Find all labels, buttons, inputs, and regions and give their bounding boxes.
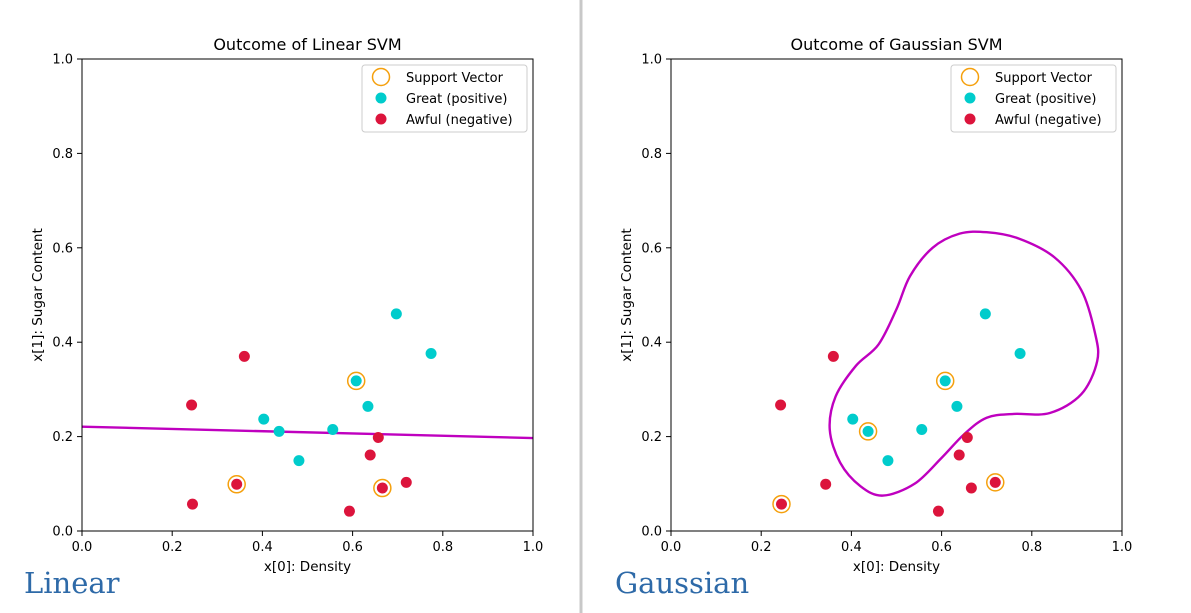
y-axis-label: x[1]: Sugar Content [30, 228, 46, 361]
positive-point [951, 400, 963, 412]
x-tick-label: 0.8 [1021, 540, 1042, 555]
y-tick-label: 0.2 [641, 430, 662, 445]
negative-point [343, 505, 355, 517]
negative-point [820, 478, 832, 490]
negative-point [965, 482, 977, 494]
legend-negative-marker [375, 113, 387, 125]
positive-point [362, 400, 374, 412]
negative-point [932, 505, 944, 517]
positive-point [1014, 348, 1026, 360]
negative-point [989, 476, 1001, 488]
positive-point [979, 308, 991, 320]
negative-point [775, 498, 787, 510]
legend: Support Vector Great (positive) Awful (neg… [361, 64, 528, 133]
positive-point [847, 413, 859, 425]
y-tick-label: 0.0 [641, 525, 662, 540]
support-vector-marker [986, 473, 1005, 492]
negative-point [775, 399, 787, 411]
y-tick-label: 1.0 [52, 53, 73, 68]
decision-boundary [828, 230, 1100, 497]
negative-point [238, 350, 250, 362]
x-tick-label: 1.0 [1112, 540, 1133, 555]
x-tick-label: 1.0 [523, 540, 544, 555]
positive-point [327, 424, 339, 436]
y-axis-label: x[1]: Sugar Content [619, 228, 635, 361]
legend-support-vector-marker [960, 67, 980, 87]
positive-point [425, 348, 437, 360]
legend-negative-label: Awful (negative) [406, 113, 513, 128]
legend: Support Vector Great (positive) Awful (neg… [950, 64, 1117, 133]
x-axis-label: x[0]: Density [264, 559, 351, 575]
y-tick-label: 0.6 [641, 241, 662, 256]
x-tick-label: 0.2 [162, 540, 183, 555]
gaussian-svm-panel: Outcome of Gaussian SVM 0.0 0.2 0.4 0.6 0.8 1.… [619, 35, 1132, 575]
linear-svm-panel: Outcome of Linear SVM 0.0 0.2 0.4 0.6 0.8 1.0 0… [30, 35, 543, 575]
y-tick-label: 0.8 [52, 147, 73, 162]
plot-frame [81, 58, 534, 532]
y-tick-label: 0.6 [52, 241, 73, 256]
legend-box [361, 64, 528, 133]
positive-point [916, 424, 928, 436]
negative-point [372, 432, 384, 444]
support-vector-marker [935, 371, 955, 391]
positive-point [258, 413, 270, 425]
legend-support-vector-label: Support Vector [406, 71, 504, 86]
negative-point [186, 498, 198, 510]
support-vector-marker [227, 475, 246, 494]
linear-caption: Linear [24, 566, 120, 600]
chart-title: Outcome of Linear SVM [213, 35, 401, 54]
x-tick-label: 0.4 [841, 540, 862, 555]
positive-point [293, 455, 305, 467]
y-tick-label: 0.4 [52, 336, 73, 351]
positive-point [862, 425, 874, 437]
positive-point [939, 375, 951, 387]
x-tick-label: 0.6 [931, 540, 952, 555]
negative-point [364, 449, 376, 461]
y-tick-label: 0.0 [52, 525, 73, 540]
x-tick-label: 0.0 [661, 540, 682, 555]
legend-negative-marker [964, 113, 976, 125]
positive-point [273, 425, 285, 437]
chart-title: Outcome of Gaussian SVM [790, 35, 1002, 54]
legend-support-vector-marker [371, 67, 391, 87]
y-tick-label: 0.4 [641, 336, 662, 351]
legend-box [950, 64, 1117, 133]
positive-point [882, 455, 894, 467]
negative-point [376, 482, 388, 494]
x-tick-label: 0.4 [252, 540, 273, 555]
x-tick-label: 0.2 [751, 540, 772, 555]
legend-positive-label: Great (positive) [406, 92, 507, 107]
x-tick-label: 0.6 [342, 540, 363, 555]
negative-point [231, 478, 243, 490]
decision-boundary [82, 425, 533, 440]
negative-point [953, 449, 965, 461]
support-vector-marker [373, 478, 392, 498]
support-vector-marker [772, 494, 791, 514]
x-tick-label: 0.0 [72, 540, 93, 555]
gaussian-caption: Gaussian [615, 566, 750, 600]
legend-negative-label: Awful (negative) [995, 113, 1102, 128]
negative-point [961, 432, 973, 444]
support-vector-marker [858, 422, 878, 441]
negative-point [186, 399, 198, 411]
y-tick-label: 0.2 [52, 430, 73, 445]
plot-frame [670, 58, 1123, 532]
negative-point [827, 350, 839, 362]
positive-point [350, 375, 362, 387]
legend-positive-marker [964, 92, 976, 104]
y-tick-label: 1.0 [641, 53, 662, 68]
legend-positive-label: Great (positive) [995, 92, 1096, 107]
x-axis-label: x[0]: Density [853, 559, 940, 575]
negative-point [400, 476, 412, 488]
support-vector-marker [346, 371, 366, 391]
legend-support-vector-label: Support Vector [995, 71, 1093, 86]
y-tick-label: 0.8 [641, 147, 662, 162]
x-tick-label: 0.8 [432, 540, 453, 555]
legend-positive-marker [375, 92, 387, 104]
positive-point [390, 308, 402, 320]
